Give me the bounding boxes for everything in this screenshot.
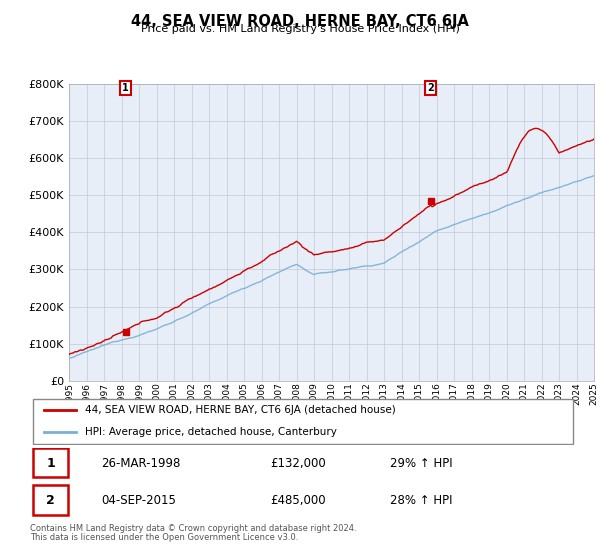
Text: 2: 2 <box>46 494 55 507</box>
Text: Contains HM Land Registry data © Crown copyright and database right 2024.: Contains HM Land Registry data © Crown c… <box>30 524 356 533</box>
Text: 1: 1 <box>46 457 55 470</box>
Text: This data is licensed under the Open Government Licence v3.0.: This data is licensed under the Open Gov… <box>30 533 298 542</box>
Text: 28% ↑ HPI: 28% ↑ HPI <box>391 494 453 507</box>
Text: £485,000: £485,000 <box>270 494 326 507</box>
Text: 2: 2 <box>427 83 434 93</box>
Text: 04-SEP-2015: 04-SEP-2015 <box>101 494 176 507</box>
Text: £132,000: £132,000 <box>270 457 326 470</box>
Text: 44, SEA VIEW ROAD, HERNE BAY, CT6 6JA (detached house): 44, SEA VIEW ROAD, HERNE BAY, CT6 6JA (d… <box>85 405 395 416</box>
Text: Price paid vs. HM Land Registry's House Price Index (HPI): Price paid vs. HM Land Registry's House … <box>140 24 460 34</box>
Text: 1: 1 <box>122 83 129 93</box>
Text: 44, SEA VIEW ROAD, HERNE BAY, CT6 6JA: 44, SEA VIEW ROAD, HERNE BAY, CT6 6JA <box>131 14 469 29</box>
FancyBboxPatch shape <box>33 399 573 444</box>
Text: HPI: Average price, detached house, Canterbury: HPI: Average price, detached house, Cant… <box>85 427 337 437</box>
FancyBboxPatch shape <box>33 485 68 515</box>
Text: 26-MAR-1998: 26-MAR-1998 <box>101 457 181 470</box>
FancyBboxPatch shape <box>33 448 68 477</box>
Text: 29% ↑ HPI: 29% ↑ HPI <box>391 457 453 470</box>
